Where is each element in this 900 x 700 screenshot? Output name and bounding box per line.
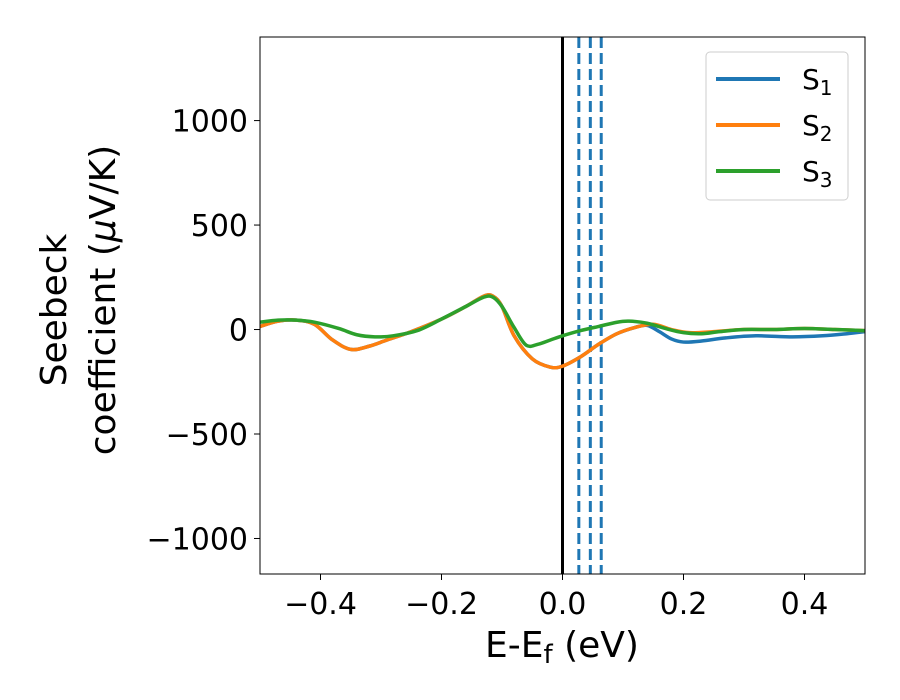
legend-label-s1: S1 — [802, 63, 833, 100]
y-tick-label: −1000 — [147, 522, 248, 557]
legend-label-s2: S2 — [802, 109, 833, 146]
plot-area — [260, 37, 865, 574]
legend: S1 S2 S3 — [705, 51, 849, 201]
x-axis-title: E-Ef (eV) — [485, 625, 639, 670]
y-axis: −1000 −500 0 500 1000 — [147, 105, 260, 557]
series-line-s3 — [260, 294, 865, 349]
x-tick-label: 0.4 — [781, 587, 829, 622]
y-axis-title-line2: coefficient (μV/K) — [83, 145, 124, 455]
y-tick-label: 1000 — [172, 105, 248, 140]
x-tick-label: −0.4 — [284, 587, 357, 622]
x-tick-label: 0.0 — [539, 587, 587, 622]
plot-content — [260, 37, 865, 574]
legend-label-s3: S3 — [802, 155, 833, 192]
y-axis-title-line1: Seebeck — [34, 233, 75, 386]
x-tick-label: −0.2 — [405, 587, 478, 622]
y-tick-label: −500 — [166, 418, 248, 453]
x-tick-label: 0.2 — [660, 587, 708, 622]
y-tick-label: 500 — [191, 209, 248, 244]
y-tick-label: 0 — [229, 314, 248, 349]
x-axis: −0.4 −0.2 0.0 0.2 0.4 — [284, 574, 828, 622]
